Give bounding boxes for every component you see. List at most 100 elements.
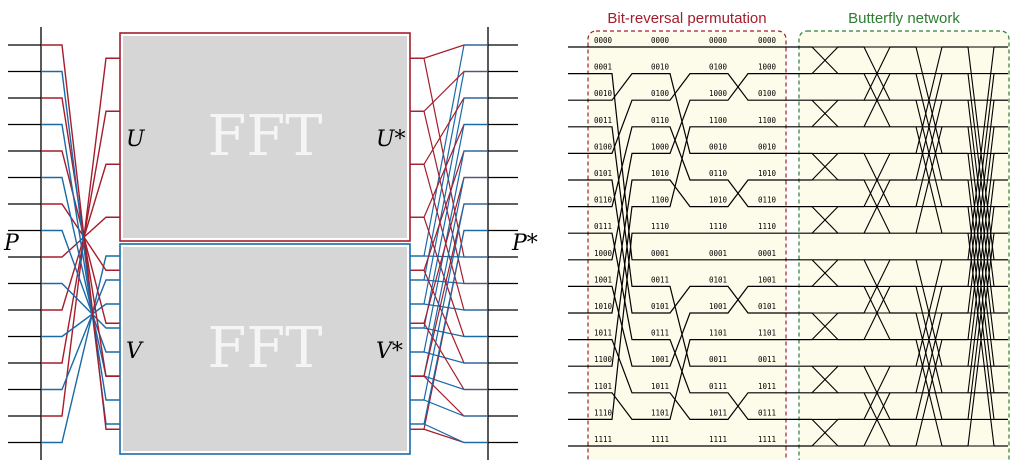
- bit-label: 1101: [758, 329, 776, 338]
- permutation-wire: [651, 312, 709, 367]
- bit-reversal-butterfly-diagram: Bit-reversal permutation Butterfly netwo…: [568, 10, 1010, 460]
- butterfly-cross: [915, 73, 943, 181]
- bit-label: 1001: [709, 302, 727, 311]
- bit-label: 1001: [594, 275, 612, 284]
- permutation-wire: [709, 73, 758, 101]
- even-input-wire: [41, 282, 120, 329]
- butterfly-cross: [915, 312, 943, 420]
- even-input-wire: [41, 123, 120, 401]
- v-output-wire: [410, 303, 488, 311]
- bit-label: 1110: [709, 222, 728, 231]
- u-output-wire: [410, 269, 488, 364]
- permutation-wire: [709, 179, 758, 208]
- fft-block-v-fill: [123, 247, 407, 451]
- bit-label: 0111: [594, 222, 612, 231]
- permutation-wire: [651, 126, 709, 181]
- butterfly-cross: [863, 392, 891, 447]
- bit-label: 1110: [651, 222, 670, 231]
- bit-label: 0111: [651, 329, 669, 338]
- bit-label: 1101: [651, 408, 669, 417]
- butterfly-cross: [811, 153, 839, 181]
- bit-label: 1111: [651, 435, 669, 444]
- butterfly-cross: [915, 126, 943, 234]
- output-vector-label: P*: [511, 231, 538, 256]
- bit-label: 1001: [651, 355, 669, 364]
- bit-label: 0000: [758, 36, 777, 45]
- butterfly-cross: [811, 419, 839, 447]
- bit-label: 1011: [709, 408, 727, 417]
- butterfly-cross: [811, 365, 839, 394]
- bit-label: 0011: [651, 275, 669, 284]
- permutation-wire: [593, 232, 651, 420]
- bit-label: 1010: [758, 169, 777, 178]
- bit-label: 1111: [758, 435, 776, 444]
- bit-label: 1101: [594, 382, 612, 391]
- butterfly-cross: [863, 286, 891, 340]
- bit-label: 1101: [709, 329, 727, 338]
- bit-label: 0110: [709, 169, 728, 178]
- butterfly-cross: [915, 259, 943, 367]
- even-input-wire: [41, 303, 120, 338]
- bit-label: 0010: [651, 63, 670, 72]
- bit-label: 1000: [594, 249, 613, 258]
- butterfly-cross: [915, 100, 943, 207]
- u-output-wire: [410, 163, 488, 311]
- bit-label: 0010: [594, 89, 613, 98]
- bit-label: 0110: [651, 116, 670, 125]
- permutation-wire: [651, 73, 709, 154]
- bit-label: 1010: [651, 169, 670, 178]
- permutation-wire: [651, 126, 709, 208]
- permutation-wire: [651, 179, 709, 208]
- bit-label: 0000: [709, 36, 728, 45]
- even-input-wire: [41, 229, 120, 353]
- bit-label: 0111: [758, 408, 776, 417]
- permutation-wire: [651, 99, 709, 154]
- bit-label: 0101: [651, 302, 669, 311]
- butterfly-cross: [915, 286, 943, 393]
- bit-label: 0110: [594, 196, 613, 205]
- permutation-wire: [593, 152, 651, 261]
- bit-label: 1010: [709, 196, 728, 205]
- permutation-wire: [593, 99, 651, 154]
- bit-label: 0001: [651, 249, 669, 258]
- odd-input-wire: [41, 44, 120, 430]
- butterfly-cross: [863, 153, 891, 207]
- permutation-wire: [709, 392, 758, 420]
- butterfly-cross: [967, 100, 995, 314]
- bit-label: 0110: [758, 196, 777, 205]
- bit-reversal-region: [587, 30, 787, 460]
- bit-label: 0100: [651, 89, 670, 98]
- block-output-label: V*: [376, 339, 403, 364]
- butterfly-cross: [811, 46, 839, 74]
- butterfly-cross: [863, 259, 891, 314]
- bit-label: 1000: [758, 63, 777, 72]
- butterfly-cross: [863, 46, 891, 101]
- permutation-wire: [593, 126, 651, 208]
- v-output-wire: [410, 351, 488, 364]
- bit-label: 0010: [758, 142, 777, 151]
- butterfly-cross: [967, 46, 995, 260]
- bit-label: 1110: [758, 222, 777, 231]
- butterfly-cross: [915, 339, 943, 447]
- permutation-wire: [651, 285, 709, 314]
- bit-label: 0100: [758, 89, 777, 98]
- butterfly-cross: [967, 73, 995, 287]
- fft-split-diagram: FFT U U* FFT V V* P P*: [3, 27, 538, 460]
- bit-label: 0011: [758, 355, 776, 364]
- bit-label: 0010: [709, 142, 728, 151]
- bit-label: 0000: [651, 36, 670, 45]
- v-output-wire: [410, 279, 488, 285]
- v-output-wire: [410, 375, 488, 391]
- u-output-wire: [410, 44, 488, 59]
- butterfly-cross: [863, 73, 891, 128]
- input-vector-label: P: [3, 231, 20, 256]
- butterfly-cross: [811, 206, 839, 234]
- bit-label: 0001: [594, 63, 612, 72]
- permutation-wire: [593, 206, 651, 367]
- even-input-wire: [41, 70, 120, 425]
- bit-label: 1111: [594, 435, 612, 444]
- butterfly-cross: [811, 259, 839, 287]
- butterfly-cross: [915, 46, 943, 154]
- permutation-wire: [651, 339, 709, 420]
- butterfly-title: Butterfly network: [848, 10, 960, 27]
